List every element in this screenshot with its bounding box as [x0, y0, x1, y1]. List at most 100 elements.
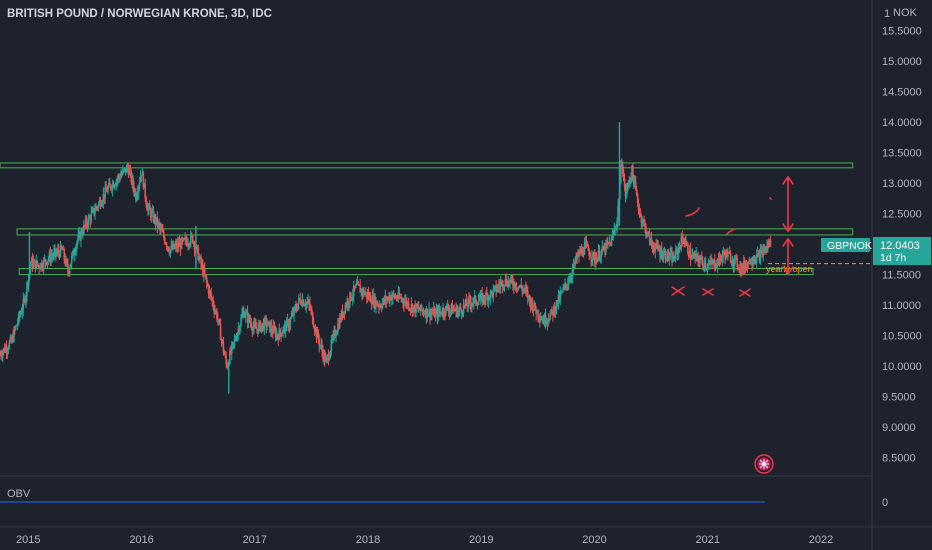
price-tick-label: 9.5000	[882, 392, 916, 404]
candle-body	[647, 232, 650, 234]
candle-body	[476, 303, 479, 305]
candle-body	[260, 325, 263, 332]
candle-body	[512, 280, 514, 286]
candle-body	[378, 305, 380, 308]
candle-body	[449, 309, 452, 311]
candle-body	[123, 168, 126, 170]
candle-body	[376, 300, 378, 306]
candle-body	[43, 259, 46, 261]
small-dot-mark	[769, 197, 772, 200]
candle-body	[513, 282, 516, 288]
candle-body	[305, 302, 308, 306]
candle-body	[332, 333, 335, 340]
candle-body	[348, 303, 350, 306]
candle-body	[528, 295, 531, 300]
candle-body	[146, 204, 148, 211]
candle-body	[80, 231, 82, 241]
candle-body	[530, 301, 533, 307]
candle-body	[284, 324, 286, 327]
candle-body	[212, 300, 214, 307]
candle-body	[769, 240, 772, 242]
candle-body	[338, 317, 341, 329]
candlestick-series[interactable]	[0, 122, 772, 394]
candle-body	[204, 275, 207, 278]
candle-body	[552, 311, 554, 316]
candle-body	[353, 286, 356, 289]
candle-body	[525, 287, 527, 290]
candle-body	[664, 251, 667, 260]
candle-body	[37, 264, 39, 266]
candle-body	[371, 295, 374, 304]
candle-body	[89, 217, 92, 222]
candle-body	[203, 269, 206, 276]
candle-body	[517, 286, 520, 290]
candle-body	[222, 341, 225, 352]
candle-body	[213, 306, 215, 312]
candle-body	[290, 316, 293, 319]
candle-body	[52, 256, 54, 258]
candle-body	[246, 312, 249, 323]
candle-body	[753, 261, 755, 263]
candle-body	[573, 263, 576, 265]
hand-drawings[interactable]	[671, 175, 794, 297]
candle-body	[169, 249, 172, 254]
candle-body	[22, 299, 25, 310]
candle-body	[117, 175, 120, 180]
time-axis[interactable]: 2015 2016 2017 2018 2019 2020 2021 2022	[16, 534, 833, 546]
candle-body	[358, 284, 361, 286]
candle-body	[431, 313, 433, 315]
candle-body	[335, 334, 337, 337]
candle-body	[119, 177, 121, 179]
price-zone[interactable]	[18, 268, 814, 276]
candle-body	[33, 260, 36, 262]
candle-body	[13, 329, 15, 341]
candle-body	[745, 265, 748, 269]
candle-body	[73, 253, 76, 256]
candle-body	[210, 293, 213, 299]
candle-body	[307, 300, 309, 303]
candle-body	[643, 220, 645, 224]
candle-body	[61, 248, 64, 251]
candle-body	[718, 254, 721, 265]
candle-body	[454, 310, 456, 312]
candle-body	[422, 310, 425, 314]
candle-body	[754, 259, 756, 262]
price-zone[interactable]	[16, 228, 854, 236]
candle-body	[460, 309, 463, 314]
candle-body	[644, 223, 646, 226]
candle-body	[70, 256, 73, 264]
candle-body	[483, 295, 485, 300]
resistance-touch-mark-1[interactable]	[685, 207, 700, 217]
candle-body	[538, 316, 540, 319]
candle-body	[611, 235, 614, 239]
candle-body	[548, 320, 550, 322]
candle-body	[386, 298, 389, 302]
candle-body	[687, 253, 690, 257]
candle-body	[29, 262, 32, 269]
lower-range-arrow[interactable]	[782, 237, 794, 276]
support-touch-cross-2[interactable]	[702, 288, 714, 296]
candle-body	[109, 184, 112, 189]
candle-body	[217, 319, 220, 321]
candle-body	[102, 194, 105, 203]
last-price-tag[interactable]: GBPNOK 12.0403 1d 7h	[821, 237, 931, 265]
candle-body	[687, 243, 689, 254]
candle-body	[150, 211, 153, 218]
candle-body	[389, 296, 391, 302]
candle-body	[281, 333, 283, 337]
candle-body	[575, 257, 577, 260]
candle-body	[546, 320, 549, 324]
candle-body	[360, 289, 362, 293]
candle-body	[736, 257, 738, 267]
candle-body	[21, 309, 24, 313]
support-touch-cross-1[interactable]	[671, 286, 685, 296]
candle-body	[187, 244, 189, 246]
price-zone[interactable]	[0, 162, 854, 169]
economic-event-icon[interactable]	[754, 454, 774, 474]
upper-range-arrow[interactable]	[782, 175, 794, 233]
support-resistance-zones[interactable]	[0, 162, 854, 276]
candle-body	[610, 238, 613, 246]
support-touch-cross-3[interactable]	[739, 288, 751, 297]
resistance-touch-mark-2[interactable]	[726, 228, 736, 235]
